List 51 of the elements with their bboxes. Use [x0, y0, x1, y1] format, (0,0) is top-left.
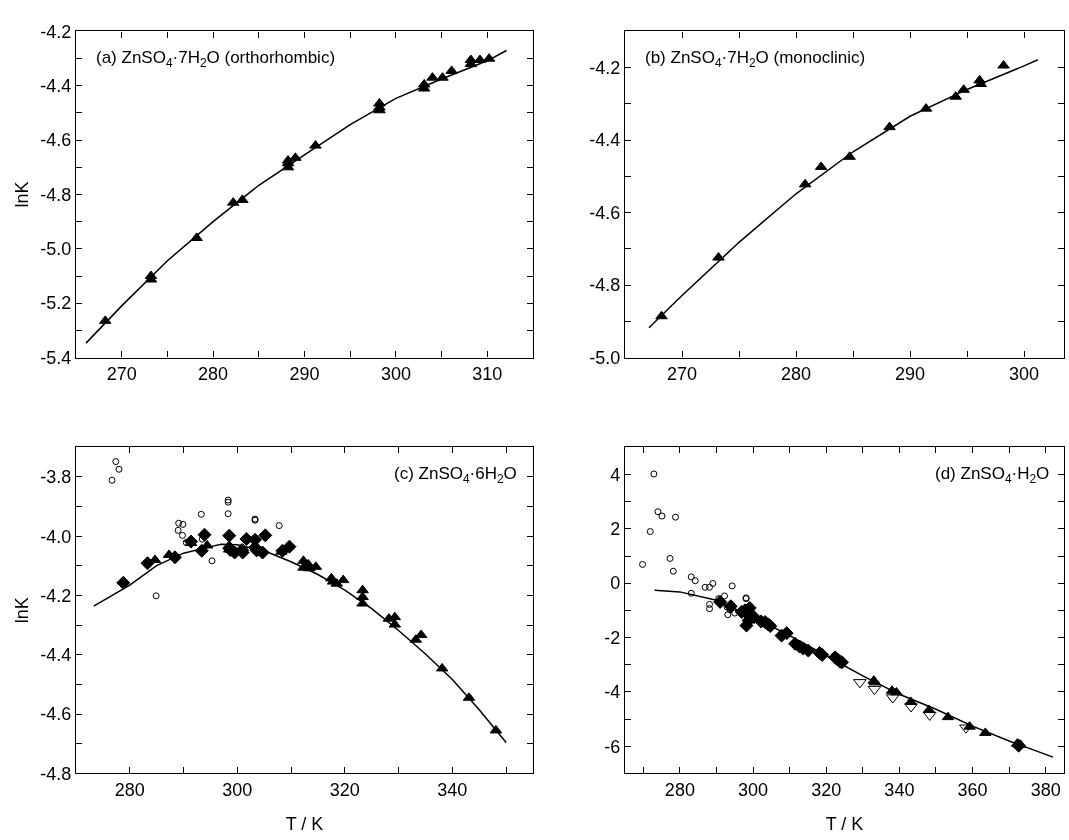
- y-axis-title: lnK: [12, 597, 33, 624]
- x-tick-label: 300: [1009, 364, 1040, 385]
- y-tick-label: -5.2: [40, 293, 72, 314]
- y-tick-label: -5.0: [589, 347, 621, 368]
- y-tick-label: -4.6: [40, 130, 72, 151]
- x-tick-label: 290: [895, 364, 926, 385]
- x-tick-label: 300: [380, 364, 411, 385]
- y-tick-label: -4.4: [589, 130, 621, 151]
- x-tick-label: 270: [666, 364, 698, 385]
- x-tick-label: 280: [198, 364, 229, 385]
- x-tick-label: 280: [781, 364, 812, 385]
- annotation: (a) ZnSO$_{4}$·7H$_{2}$O (orthorhombic): [96, 48, 336, 70]
- y-tick-label: -6: [604, 736, 621, 757]
- x-tick-label: 320: [811, 780, 842, 801]
- x-tick-label: 290: [289, 364, 320, 385]
- y-tick-label: 2: [610, 519, 621, 540]
- y-tick-label: -4.4: [40, 76, 72, 97]
- y-tick-label: -4.4: [40, 645, 72, 666]
- y-tick-label: -4.8: [589, 275, 621, 296]
- y-tick-label: -4.8: [40, 763, 72, 784]
- y-tick-label: -2: [604, 627, 621, 648]
- x-tick-label: 320: [329, 780, 360, 801]
- y-tick-label: -4.2: [40, 21, 72, 42]
- x-tick-label: 300: [738, 780, 769, 801]
- y-tick-label: -4.6: [589, 202, 621, 223]
- x-tick-label: 310: [472, 364, 503, 385]
- y-tick-label: -4.2: [40, 585, 72, 606]
- x-tick-label: 340: [884, 780, 915, 801]
- y-tick-label: -4.2: [589, 58, 621, 79]
- x-axis-title: T / K: [825, 814, 864, 835]
- y-tick-label: 4: [610, 464, 621, 485]
- x-tick-label: 270: [106, 364, 137, 385]
- y-tick-label: -5.0: [40, 239, 72, 260]
- annotation: (d) ZnSO$_{4}$·H$_{2}$O: [935, 464, 1050, 486]
- x-tick-label: 280: [664, 780, 695, 801]
- y-tick-label: -5.4: [40, 347, 72, 368]
- x-tick-label: 300: [222, 780, 253, 801]
- y-tick-label: -4.0: [40, 526, 72, 547]
- x-tick-label: 380: [1030, 780, 1061, 801]
- y-tick-label: -4.8: [40, 184, 72, 205]
- y-tick-label: -4: [604, 682, 621, 703]
- y-tick-label: -3.8: [40, 467, 72, 488]
- x-axis-title: T / K: [285, 814, 324, 835]
- x-tick-label: 340: [437, 780, 468, 801]
- x-tick-label: 280: [114, 780, 145, 801]
- y-axis-title: lnK: [12, 181, 33, 208]
- annotation: (b) ZnSO$_{4}$·7H$_{2}$O (monoclinic): [645, 48, 866, 70]
- y-tick-label: -4.6: [40, 704, 72, 725]
- y-tick-label: 0: [610, 573, 621, 594]
- annotation: (c) ZnSO$_{4}$·6H$_{2}$O: [394, 464, 517, 486]
- x-tick-label: 360: [957, 780, 988, 801]
